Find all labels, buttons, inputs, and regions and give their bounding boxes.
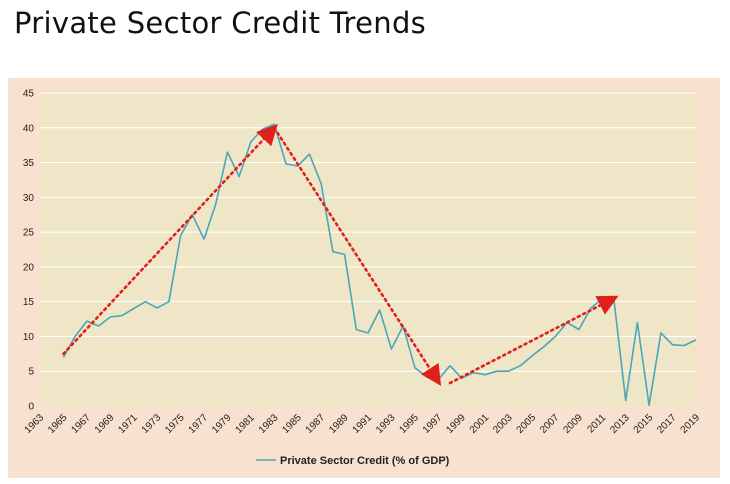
plot-area	[40, 93, 696, 406]
x-tick-label: 1975	[163, 412, 187, 436]
y-tick-label: 15	[23, 297, 35, 308]
x-tick-label: 1991	[351, 412, 375, 436]
x-tick-label: 2013	[608, 412, 632, 436]
legend: Private Sector Credit (% of GDP)	[256, 455, 450, 467]
y-tick-label: 45	[23, 89, 35, 100]
x-tick-label: 1965	[46, 412, 70, 436]
x-tick-label: 1983	[257, 412, 281, 436]
legend-label: Private Sector Credit (% of GDP)	[280, 455, 450, 467]
x-tick-label: 1977	[187, 412, 211, 436]
chart-card: 0 5 10 15 20 25 30 35 40 45 1963 1965 1967 1969 1971 1…	[8, 78, 720, 478]
x-tick-label: 2017	[655, 412, 679, 436]
trend-arrow	[448, 295, 619, 385]
x-tick-label: 1987	[304, 412, 328, 436]
x-tick-label: 1971	[116, 412, 140, 436]
x-tick-label: 1997	[421, 412, 445, 436]
x-tick-label: 1989	[327, 412, 351, 436]
x-tick-label: 2011	[585, 412, 608, 435]
x-tick-label: 2001	[468, 412, 492, 436]
y-tick-label: 20	[23, 262, 35, 273]
series-line	[62, 123, 697, 407]
x-tick-label: 2003	[491, 412, 515, 436]
x-tick-label: 2005	[515, 412, 539, 436]
x-tick-label: 1963	[23, 412, 47, 436]
trend-arrows	[62, 123, 619, 387]
x-tick-label: 1993	[374, 412, 398, 436]
trend-arrow	[62, 123, 278, 356]
x-tick-label: 1979	[210, 412, 234, 436]
y-tick-label: 40	[23, 123, 35, 134]
y-tick-label: 5	[28, 367, 34, 378]
x-tick-label: 2007	[538, 412, 562, 436]
x-tick-label: 1969	[93, 412, 117, 436]
x-tick-label: 2009	[561, 412, 585, 436]
x-tick-label: 2015	[632, 412, 656, 436]
x-tick-label: 1967	[69, 412, 93, 436]
page-title: Private Sector Credit Trends	[14, 6, 427, 40]
x-tick-label: 1985	[280, 412, 304, 436]
x-tick-label: 1973	[140, 412, 164, 436]
x-tick-label: 1981	[233, 412, 257, 436]
y-axis-ticks: 0 5 10 15 20 25 30 35 40 45	[23, 89, 35, 413]
y-tick-label: 25	[23, 228, 35, 239]
trend-arrow	[272, 126, 442, 387]
x-tick-label: 1995	[397, 412, 421, 436]
gridlines	[40, 92, 696, 372]
y-tick-label: 0	[28, 402, 34, 413]
series-layer	[62, 123, 697, 407]
x-tick-label: 1999	[444, 412, 468, 436]
y-tick-label: 10	[23, 332, 35, 343]
y-tick-label: 30	[23, 193, 35, 204]
x-tick-label: 2019	[679, 412, 703, 436]
y-tick-label: 35	[23, 158, 35, 169]
x-axis-ticks: 1963 1965 1967 1969 1971 1973 1975 1977 1979 1981…	[23, 412, 703, 436]
